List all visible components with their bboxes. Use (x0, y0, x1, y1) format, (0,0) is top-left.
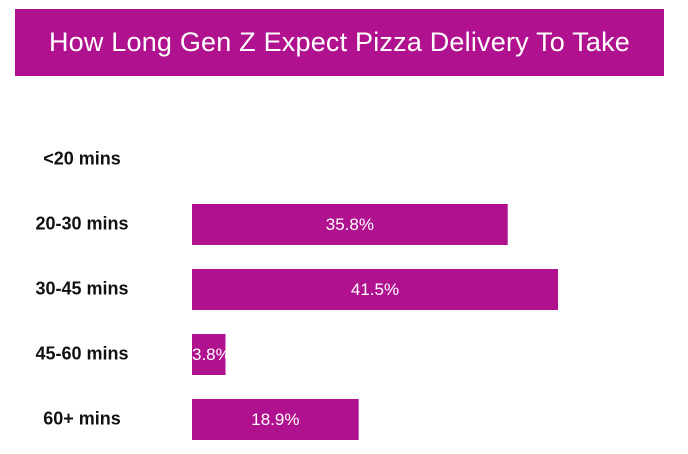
category-label: 60+ mins (43, 408, 121, 428)
bar (192, 204, 508, 245)
bars-group (192, 204, 558, 440)
category-label: 45-60 mins (35, 343, 128, 363)
category-label: <20 mins (43, 148, 121, 168)
bar-value-label: 18.9% (251, 410, 299, 429)
value-labels: 35.8% 41.5% 3.8% 18.9% (192, 215, 399, 429)
category-labels: <20 mins 20-30 mins 30-45 mins 45-60 mins 60… (35, 148, 128, 428)
bar-value-label: 35.8% (326, 215, 374, 234)
bar-value-label: 3.8% (192, 345, 231, 364)
category-label: 30-45 mins (35, 278, 128, 298)
bar-value-label: 41.5% (351, 280, 399, 299)
category-label: 20-30 mins (35, 213, 128, 233)
bar (192, 334, 226, 375)
chart-title: How Long Gen Z Expect Pizza Delivery To … (48, 27, 631, 57)
chart-title-bar: How Long Gen Z Expect Pizza Delivery To … (15, 9, 664, 76)
bar (192, 269, 558, 310)
bar (192, 399, 359, 440)
